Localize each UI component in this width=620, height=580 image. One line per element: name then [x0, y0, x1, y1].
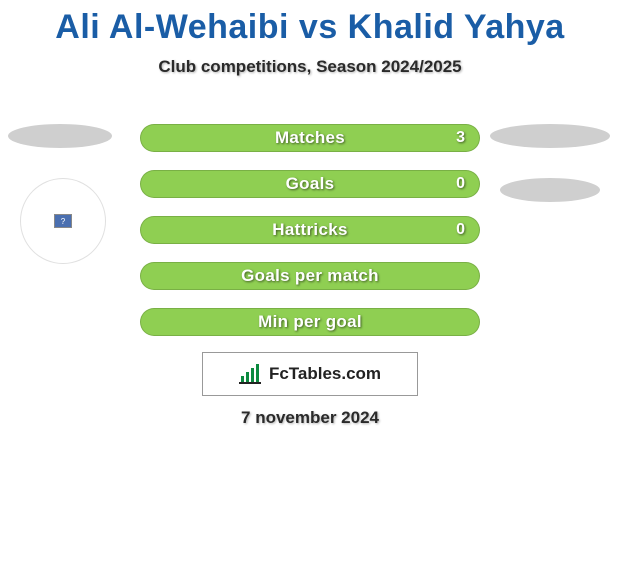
- bar-value: 0: [456, 221, 465, 239]
- logo: FcTables.com: [202, 352, 418, 396]
- subtitle: Club competitions, Season 2024/2025: [0, 57, 620, 77]
- bar-matches: Matches 3: [140, 124, 480, 152]
- logo-text: FcTables.com: [269, 364, 381, 384]
- page-title: Ali Al-Wehaibi vs Khalid Yahya: [0, 0, 620, 47]
- date-line: 7 november 2024: [0, 408, 620, 428]
- ellipse-decor: [500, 178, 600, 202]
- bar-min-per-goal: Min per goal: [140, 308, 480, 336]
- bar-label: Matches: [275, 128, 345, 148]
- bar-goals: Goals 0: [140, 170, 480, 198]
- bar-label: Goals per match: [241, 266, 379, 286]
- bar-label: Hattricks: [272, 220, 347, 240]
- bar-goals-per-match: Goals per match: [140, 262, 480, 290]
- bar-label: Goals: [286, 174, 335, 194]
- bar-label: Min per goal: [258, 312, 362, 332]
- bar-value: 0: [456, 175, 465, 193]
- bar-hattricks: Hattricks 0: [140, 216, 480, 244]
- flag-icon: ?: [54, 214, 72, 228]
- avatar: ?: [20, 178, 106, 264]
- ellipse-decor: [8, 124, 112, 148]
- bar-value: 3: [456, 129, 465, 147]
- ellipse-decor: [490, 124, 610, 148]
- stats-bars: Matches 3 Goals 0 Hattricks 0 Goals per …: [140, 124, 480, 354]
- bar-chart-icon: [239, 364, 265, 384]
